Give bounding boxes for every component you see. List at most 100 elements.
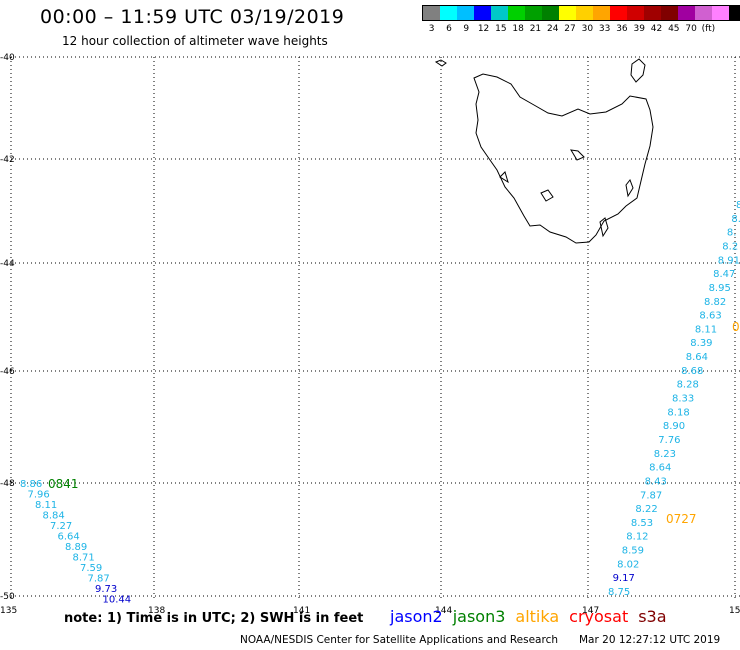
wave-height-label: 9.17 (613, 573, 635, 584)
maria-island (625, 179, 634, 198)
wave-height-label: 8.33 (672, 394, 694, 405)
latitude-label: -46 (0, 367, 15, 377)
wave-height-label: 8.22 (635, 504, 657, 515)
wave-height-label: 8.11 (35, 500, 57, 511)
color-swatch (695, 6, 712, 20)
wave-height-label: 9.73 (95, 584, 117, 595)
wave-height-label: 8.23 (654, 449, 676, 460)
latitude-label: -50 (0, 592, 15, 602)
latitude-label: -42 (0, 155, 15, 165)
wave-height-label: 8.02 (617, 559, 639, 570)
color-swatch (661, 6, 678, 20)
map-subtitle: 12 hour collection of altimeter wave hei… (62, 34, 328, 48)
color-scale-label: 21 (529, 24, 542, 34)
wave-height-label: 8. (727, 228, 737, 239)
footer-note: note: 1) Time is in UTC; 2) SWH is in fe… (64, 611, 364, 626)
color-scale-label: 15 (495, 24, 507, 34)
wave-height-label: 8.11 (695, 324, 717, 335)
longitude-label: 141 (293, 606, 310, 616)
wave-height-label: 8.12 (626, 532, 648, 543)
wave-height-label: 7.87 (88, 574, 110, 585)
color-swatch (610, 6, 627, 20)
color-scale-label: 3 (428, 24, 435, 34)
color-scale-label: 6 (446, 24, 452, 34)
lake-3 (499, 171, 509, 184)
wave-height-label: 8.89 (65, 542, 87, 553)
color-scale-swatches (422, 5, 740, 21)
longitude-labels: 135 138 141 144 147 150 (0, 606, 740, 616)
king-island (434, 59, 447, 67)
flinders-island (630, 58, 646, 83)
color-scale-label: 45 (668, 24, 680, 34)
color-swatch (576, 6, 593, 20)
wave-height-label: 8.95 (709, 283, 731, 294)
color-swatch (474, 6, 491, 20)
longitude-label: 138 (148, 606, 165, 616)
wave-height-label: 8.39 (690, 338, 712, 349)
tasmania-main-island (473, 73, 654, 244)
wave-height-label: 8.43 (645, 476, 667, 487)
wave-height-label: 8.91 (718, 255, 740, 266)
color-swatch (542, 6, 559, 20)
wave-height-label: 8.71 (73, 553, 95, 564)
tasmania-coastline (434, 58, 654, 244)
color-swatch (678, 6, 695, 20)
color-swatch (729, 6, 740, 20)
color-swatch (457, 6, 474, 20)
wave-height-label: 8.68 (681, 366, 703, 377)
legend-cryosat: cryosat (569, 607, 629, 626)
wave-height-label: 7.27 (50, 521, 72, 532)
satellite-legend: jason2 jason3 altika cryosat s3a (390, 607, 677, 626)
color-scale-label: 18 (512, 24, 524, 34)
wave-height-label: 8. (731, 214, 740, 225)
wave-height-label: 7.96 (28, 490, 50, 501)
color-scale-label: 30 (581, 24, 594, 34)
longitude-label: 144 (435, 606, 452, 616)
credit-line: NOAA/NESDIS Center for Satellite Applica… (240, 634, 558, 646)
wave-height-label: 7.76 (658, 435, 680, 446)
pass-time-label: 0 (732, 320, 740, 334)
map-title: 00:00 – 11:59 UTC 03/19/2019 (40, 6, 345, 28)
color-scale-label: 70 (685, 24, 697, 34)
track-west: 8.867.968.118.847.276.648.898.717.597.87… (20, 477, 131, 606)
lake-1 (570, 149, 585, 161)
lake-2 (540, 189, 554, 202)
wave-height-label: 7.59 (80, 563, 102, 574)
color-scale-label: 36 (616, 24, 628, 34)
wave-height-label: 8.84 (43, 511, 65, 522)
graticule (10, 56, 740, 600)
color-scale-label: 42 (650, 24, 663, 34)
color-swatch (712, 6, 729, 20)
timestamp: Mar 20 12:27:12 UTC 2019 (579, 634, 721, 646)
wave-height-label: 8.86 (20, 479, 42, 490)
color-swatch (644, 6, 661, 20)
wave-height-label: 8.64 (649, 463, 671, 474)
wave-height-label: 8.59 (622, 546, 644, 557)
wave-height-label: 8.75 (608, 587, 630, 598)
bruny-island (599, 217, 609, 238)
wave-height-label: 8.82 (704, 297, 726, 308)
color-swatch (525, 6, 542, 20)
pass-time-label: 0727 (666, 512, 697, 526)
color-scale-label: 9 (463, 24, 470, 34)
wave-height-label: 8.63 (699, 311, 721, 322)
pass-time-label: 0841 (48, 477, 79, 491)
longitude-label: 135 (0, 606, 17, 616)
wave-height-label: 8.64 (686, 352, 708, 363)
legend-altika: altika (515, 607, 560, 626)
legend-jason3: jason3 (452, 607, 506, 626)
legend-jason2: jason2 (390, 607, 443, 626)
color-swatch (559, 6, 576, 20)
latitude-label: -48 (0, 479, 15, 489)
latitude-label: -44 (0, 259, 15, 269)
color-swatch (593, 6, 610, 20)
color-swatch (627, 6, 644, 20)
wave-height-label: 7.87 (640, 490, 662, 501)
wave-height-label: 8.90 (663, 421, 685, 432)
wave-height-label: 8 (736, 200, 740, 211)
wave-height-label: 8.28 (677, 380, 699, 391)
color-swatch (491, 6, 508, 20)
color-swatch (423, 6, 440, 20)
color-scale-label: 12 (477, 24, 490, 34)
